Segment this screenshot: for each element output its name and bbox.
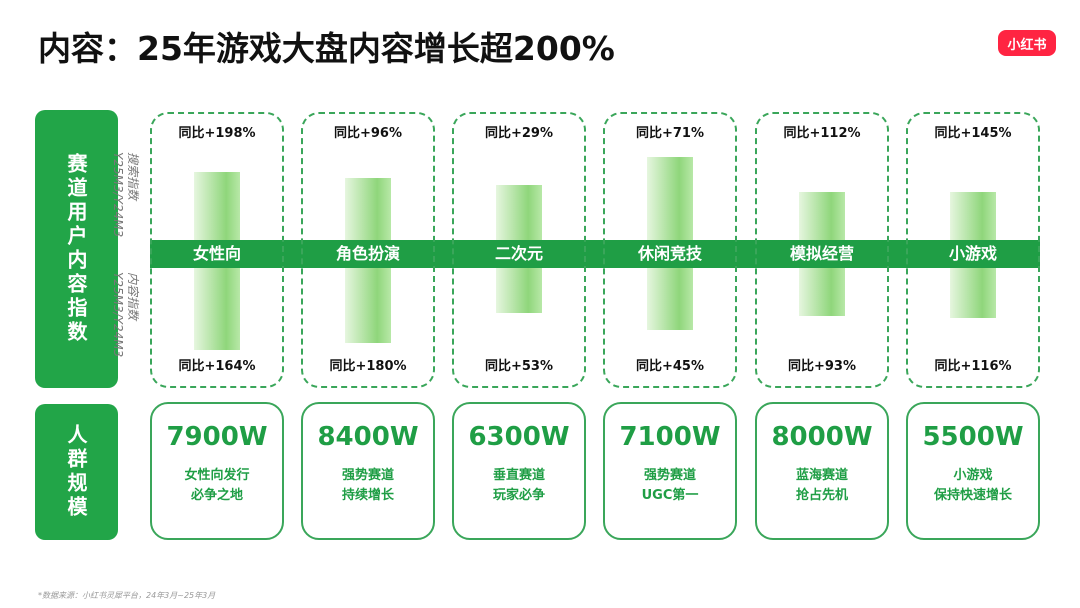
audience-desc: 小游戏 保持快速增长	[908, 466, 1038, 506]
audience-size: 6300W	[468, 422, 570, 452]
audience-card: 8400W 强势赛道持续增长	[301, 402, 435, 540]
content-bar	[799, 268, 845, 316]
audience-size: 8000W	[771, 422, 873, 452]
content-growth: 同比+180%	[329, 359, 407, 374]
column-frame	[755, 112, 889, 388]
content-bar	[345, 268, 391, 343]
content-growth: 同比+53%	[484, 359, 553, 374]
audience-size: 5500W	[922, 422, 1024, 452]
content-growth: 同比+45%	[635, 359, 704, 374]
audience-card: 8000W 蓝海赛道抢占先机	[755, 402, 889, 540]
title: 内容：25年游戏大盘内容增长超200%	[38, 29, 615, 68]
content-growth: 同比+93%	[787, 359, 856, 374]
note-line: 内容指数	[126, 272, 140, 321]
audience-card: 7900W 女性向发行必争之地	[150, 402, 284, 540]
category-name: 小游戏	[948, 244, 997, 263]
search-growth: 同比+96%	[333, 126, 402, 141]
category-name: 模拟经营	[789, 244, 854, 263]
audience-card: 5500W 小游戏保持快速增长	[906, 402, 1040, 540]
search-bar	[345, 178, 391, 240]
note-line: Y25M3/Y24M3	[111, 272, 125, 358]
search-bar	[950, 192, 996, 240]
desc-line: 必争之地	[190, 488, 243, 503]
audience-desc: 垂直赛道 玩家必争	[454, 466, 584, 506]
content-growth: 同比+116%	[934, 359, 1012, 374]
column-frame	[301, 112, 435, 388]
content-growth: 同比+164%	[178, 359, 256, 374]
desc-line: 持续增长	[341, 488, 394, 503]
category-name: 休闲竞技	[637, 244, 702, 263]
side-label: 赛道用户内容指数	[35, 110, 118, 388]
category-name: 角色扮演	[335, 244, 400, 263]
search-growth: 同比+71%	[635, 126, 704, 141]
category-band	[150, 240, 1040, 268]
audience-size: 7900W	[166, 422, 268, 452]
desc-line: 强势赛道	[643, 468, 696, 483]
desc-line: 强势赛道	[341, 468, 394, 483]
desc-line: 蓝海赛道	[795, 468, 848, 483]
desc-line: 玩家必争	[492, 488, 545, 503]
column-frame	[150, 112, 284, 388]
search-bar	[194, 172, 240, 240]
side-label: 人群规模	[35, 404, 118, 540]
desc-line: 抢占先机	[795, 488, 848, 503]
desc-line: 保持快速增长	[933, 488, 1012, 503]
audience-desc: 强势赛道 UGC第一	[605, 466, 735, 506]
search-bar	[799, 192, 845, 240]
column-frame	[906, 112, 1040, 388]
category-name: 女性向	[192, 244, 241, 263]
search-bar	[647, 157, 693, 240]
search-growth: 同比+145%	[934, 126, 1012, 141]
side-label-text: 人群规模	[64, 424, 88, 520]
content-bar	[950, 268, 996, 318]
footnote: *数据来源：小红书灵犀平台，24年3月~25年3月	[38, 591, 216, 600]
content-bar	[647, 268, 693, 330]
category-name: 二次元	[494, 244, 543, 263]
audience-desc: 女性向发行 必争之地	[152, 466, 282, 506]
audience-card: 6300W 垂直赛道玩家必争	[452, 402, 586, 540]
audience-size: 8400W	[317, 422, 419, 452]
audience-size: 7100W	[619, 422, 721, 452]
side-label-text: 赛道用户内容指数	[64, 153, 88, 345]
audience-card: 7100W 强势赛道 UGC第一	[603, 402, 737, 540]
search-growth: 同比+112%	[783, 126, 861, 141]
axis-note: 搜索指数 Y25M3/Y24M3	[110, 152, 140, 272]
logo: 小红书	[998, 30, 1056, 56]
column-frame	[603, 112, 737, 388]
content-bar	[194, 268, 240, 350]
desc-line: UGC第一	[641, 488, 699, 503]
audience-desc: 强势赛道 持续增长	[303, 466, 433, 506]
desc-line: 小游戏	[953, 468, 993, 483]
desc-line: 女性向发行	[184, 468, 250, 483]
desc-line: 垂直赛道	[492, 468, 545, 483]
column-frame	[452, 112, 586, 388]
axis-note: 内容指数 Y25M3/Y24M3	[110, 272, 140, 392]
note-line: Y25M3/Y24M3	[111, 152, 125, 238]
search-growth: 同比+198%	[178, 126, 256, 141]
search-bar	[496, 185, 542, 240]
search-growth: 同比+29%	[484, 126, 553, 141]
content-bar	[496, 268, 542, 313]
audience-desc: 蓝海赛道 抢占先机	[757, 466, 887, 506]
note-line: 搜索指数	[126, 152, 140, 201]
